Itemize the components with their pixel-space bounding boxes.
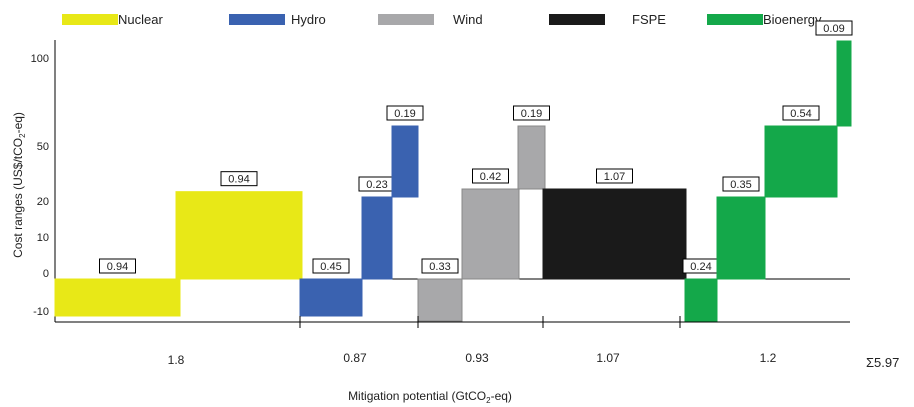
y-ticks: 100 50 20 10 0 -10 — [31, 53, 49, 318]
value-label-hydro-1: 0.45 — [320, 261, 341, 273]
potential-label-fspe: 1.07 — [596, 351, 620, 365]
value-box-wind-1 — [421, 258, 459, 274]
legend-swatch-wind — [378, 14, 434, 25]
bars-layer: 0.94 0.94 0.45 0.23 0.19 0.33 0.42 0.19 1.07 0.24… — [54, 20, 853, 322]
bar-fspe-1 — [542, 188, 687, 280]
legend-swatch-fspe — [549, 14, 605, 25]
value-box-nuclear-2 — [220, 171, 258, 187]
bar-nuclear-1 — [54, 278, 181, 317]
bar-wind-1 — [417, 278, 463, 322]
legend-label-hydro: Hydro — [291, 12, 326, 27]
y-tick-label-20: 20 — [37, 196, 49, 208]
legend: Nuclear Hydro Wind FSPE Bioenergy — [62, 12, 822, 27]
bar-wind-3 — [517, 125, 546, 190]
value-label-wind-2: 0.42 — [480, 171, 501, 183]
value-label-hydro-3: 0.19 — [394, 108, 415, 120]
bar-hydro-3 — [391, 125, 419, 198]
value-box-bioenergy-3 — [782, 105, 820, 121]
y-tick-label-50: 50 — [37, 141, 49, 153]
potential-label-hydro: 0.87 — [343, 351, 367, 365]
value-label-fspe-1: 1.07 — [604, 171, 625, 183]
value-label-nuclear-2: 0.94 — [228, 174, 249, 186]
legend-label-fspe: FSPE — [632, 12, 666, 27]
value-box-wind-3 — [513, 105, 550, 121]
bar-bioenergy-1 — [684, 278, 718, 322]
value-box-wind-2 — [472, 168, 509, 184]
value-label-bioenergy-2: 0.35 — [730, 179, 751, 191]
bar-bioenergy-2 — [716, 196, 766, 280]
bar-hydro-1 — [299, 278, 363, 317]
bar-hydro-2 — [361, 196, 393, 280]
value-box-hydro-3 — [386, 105, 424, 121]
value-label-nuclear-1: 0.94 — [107, 261, 128, 273]
value-box-hydro-1 — [312, 258, 350, 274]
value-label-hydro-2: 0.23 — [366, 179, 387, 191]
legend-swatch-bioenergy — [707, 14, 763, 25]
value-box-bioenergy-4 — [815, 20, 853, 36]
y-axis-title: Cost ranges (US$/tCO2-eq) — [11, 112, 27, 258]
total-potential-label: Σ5.97 — [866, 355, 899, 370]
legend-label-wind: Wind — [453, 12, 483, 27]
potential-label-wind: 0.93 — [465, 351, 489, 365]
y-tick-label-0: 0 — [43, 268, 49, 280]
legend-label-bioenergy: Bioenergy — [763, 12, 822, 27]
value-label-wind-3: 0.19 — [521, 108, 542, 120]
potential-label-nuclear: 1.8 — [168, 353, 185, 367]
value-box-nuclear-1 — [99, 258, 136, 274]
bar-wind-2 — [461, 188, 520, 280]
legend-swatch-hydro — [229, 14, 285, 25]
x-axis-title: Mitigation potential (GtCO2-eq) — [348, 389, 512, 405]
value-label-bioenergy-1: 0.24 — [690, 261, 711, 273]
value-box-fspe-1 — [596, 168, 633, 184]
group-labels: 1.8 0.87 0.93 1.07 1.2 — [168, 316, 777, 367]
legend-label-nuclear: Nuclear — [118, 12, 163, 27]
potential-label-bioenergy: 1.2 — [760, 351, 777, 365]
bar-bioenergy-3 — [764, 125, 838, 198]
bar-bioenergy-4 — [836, 40, 852, 127]
value-label-bioenergy-4: 0.09 — [823, 23, 844, 35]
bar-nuclear-2 — [175, 191, 303, 280]
value-label-bioenergy-3: 0.54 — [790, 108, 811, 120]
value-box-bioenergy-2 — [722, 176, 760, 192]
y-tick-label-10: 10 — [37, 232, 49, 244]
y-tick-label-100: 100 — [31, 53, 49, 65]
y-tick-label-minus10: -10 — [33, 306, 49, 318]
value-label-wind-1: 0.33 — [429, 261, 450, 273]
legend-swatch-nuclear — [62, 14, 118, 25]
